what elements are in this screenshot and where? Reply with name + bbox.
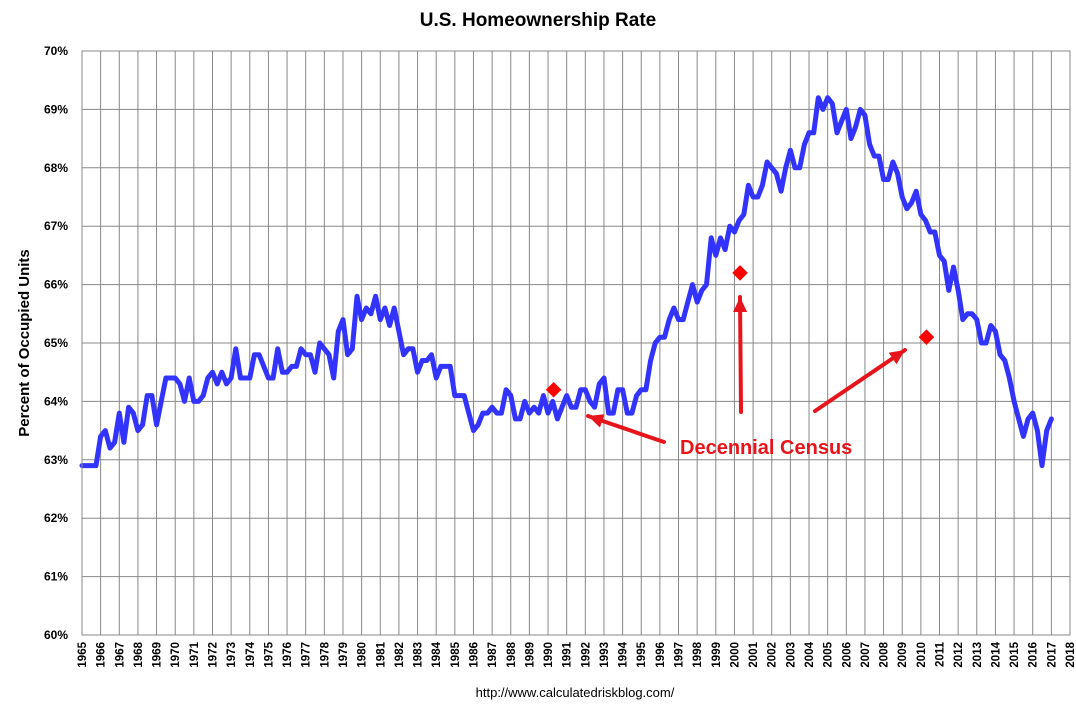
- x-tick-label: 1965: [77, 641, 89, 667]
- annotation-arrow-head: [888, 350, 905, 365]
- y-tick-label: 70%: [44, 44, 68, 58]
- chart-title: U.S. Homeownership Rate: [420, 10, 657, 31]
- x-tick-label: 2001: [748, 641, 760, 667]
- y-tick-label: 69%: [44, 102, 68, 116]
- x-tick-label: 1978: [319, 641, 331, 667]
- x-tick-label: 1981: [375, 641, 387, 667]
- x-tick-label: 2010: [916, 642, 928, 668]
- x-tick-label: 1979: [338, 642, 350, 668]
- x-tick-label: 1992: [580, 642, 592, 668]
- x-tick-label: 1988: [506, 641, 518, 667]
- x-tick-label: 1991: [562, 641, 574, 667]
- x-tick-label: 1995: [636, 641, 648, 667]
- x-tick-label: 2017: [1046, 642, 1058, 668]
- x-tick-label: 1972: [207, 642, 219, 668]
- x-tick-label: 1980: [357, 642, 369, 668]
- x-tick-label: 1975: [263, 641, 275, 667]
- y-tick-label: 61%: [44, 570, 68, 584]
- y-tick-label: 66%: [44, 278, 68, 292]
- x-tick-label: 1990: [543, 642, 555, 668]
- decennial-census-annotation: Decennial Census: [680, 437, 852, 459]
- census-arrows: [586, 295, 907, 444]
- x-tick-label: 2018: [1065, 641, 1076, 667]
- y-tick-label: 60%: [44, 628, 68, 642]
- x-tick-label: 2008: [879, 641, 891, 667]
- y-tick-label: 65%: [44, 336, 68, 350]
- x-tick-label: 1977: [301, 642, 313, 668]
- x-tick-label: 2013: [972, 642, 984, 668]
- x-tick-label: 2015: [1009, 641, 1021, 667]
- x-tick-label: 1973: [226, 642, 238, 668]
- source-url: http://www.calculatedriskblog.com/: [476, 685, 675, 700]
- x-axis-ticks: 1965 1966 1967 1968 1969 1970 1971 1972 1973 1974…: [77, 641, 1076, 667]
- x-tick-label: 2002: [767, 642, 779, 668]
- x-tick-label: 1982: [394, 642, 406, 668]
- x-tick-label: 1997: [674, 642, 686, 668]
- x-tick-label: 2005: [823, 641, 835, 667]
- x-tick-label: 1987: [487, 642, 499, 668]
- x-tick-label: 1976: [282, 642, 294, 668]
- x-tick-label: 2004: [804, 641, 816, 667]
- x-tick-label: 1974: [245, 641, 257, 667]
- x-tick-label: 2000: [729, 642, 741, 668]
- y-axis-ticks: 60% 61% 62% 63% 64% 65% 66% 67% 68% 69% 70%: [44, 44, 68, 642]
- annotation-arrow-shaft: [738, 295, 743, 414]
- x-tick-label: 2014: [990, 641, 1002, 667]
- x-tick-label: 1967: [114, 642, 126, 668]
- x-tick-label: 2016: [1028, 642, 1040, 668]
- y-tick-label: 67%: [44, 219, 68, 233]
- x-tick-label: 2006: [841, 642, 853, 668]
- x-tick-label: 1994: [618, 641, 630, 667]
- x-tick-label: 1989: [524, 642, 536, 668]
- x-tick-label: 1983: [413, 642, 425, 668]
- x-tick-label: 2009: [897, 642, 909, 668]
- annotation-arrow-shaft: [813, 348, 907, 413]
- annotation-arrow-head: [588, 414, 605, 428]
- y-tick-label: 64%: [44, 394, 68, 408]
- x-tick-label: 1985: [450, 641, 462, 667]
- x-tick-label: 1984: [431, 641, 443, 667]
- y-tick-label: 63%: [44, 453, 68, 467]
- x-tick-label: 1999: [711, 642, 723, 668]
- x-tick-label: 1998: [692, 641, 704, 667]
- x-tick-label: 1993: [599, 642, 611, 668]
- plot-area-frame: [81, 50, 1071, 636]
- x-tick-label: 1966: [96, 642, 108, 668]
- x-tick-label: 1969: [152, 642, 164, 668]
- annotation-arrow-head: [733, 297, 748, 313]
- y-tick-label: 68%: [44, 161, 68, 175]
- x-tick-label: 2007: [860, 642, 872, 668]
- x-tick-label: 1968: [133, 641, 145, 667]
- x-tick-label: 1986: [468, 642, 480, 668]
- x-tick-label: 1996: [655, 642, 667, 668]
- x-tick-label: 2003: [785, 642, 797, 668]
- series-line-homeownership-rate: [79, 95, 1054, 469]
- x-tick-label: 2012: [953, 642, 965, 668]
- x-tick-label: 1971: [189, 641, 201, 667]
- x-tick-label: 1970: [170, 642, 182, 668]
- y-axis-label: Percent of Occupied Units: [16, 249, 33, 437]
- x-tick-label: 2011: [935, 641, 947, 667]
- y-tick-label: 62%: [44, 511, 68, 525]
